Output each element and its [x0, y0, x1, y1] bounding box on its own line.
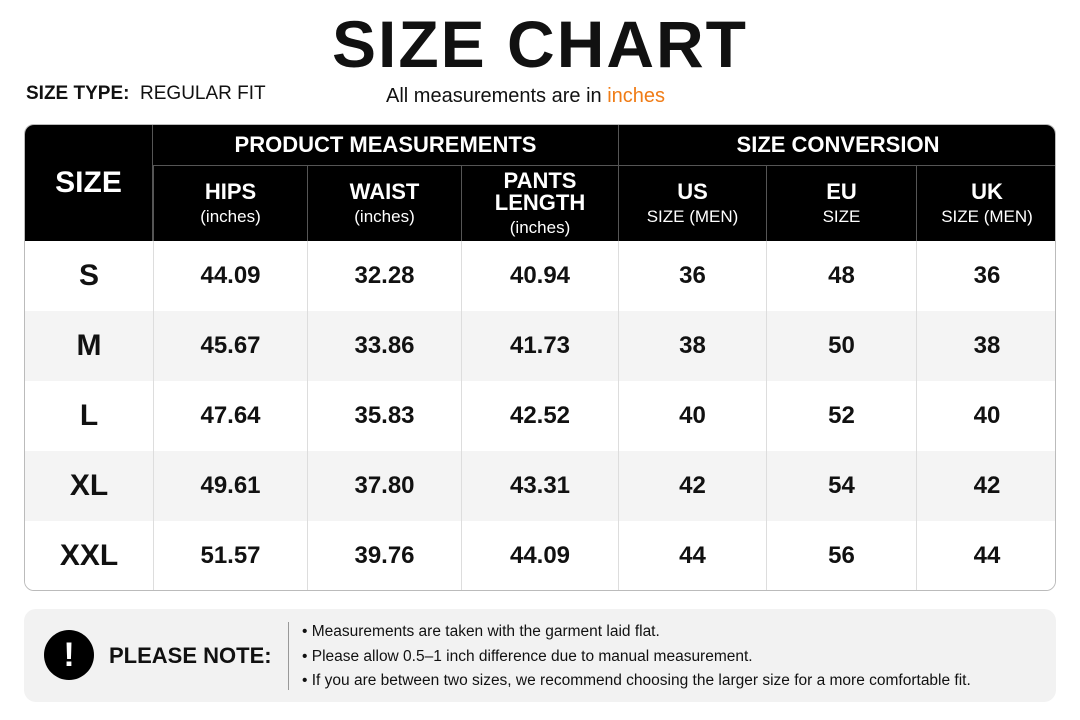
- note-item: • Measurements are taken with the garmen…: [302, 623, 660, 640]
- row-bg: [25, 381, 1055, 451]
- subtitle-text: All measurements are in: [386, 85, 602, 107]
- table-cell: 40.94: [461, 241, 618, 311]
- column-header: US SIZE (MEN): [618, 166, 766, 241]
- group-title: PRODUCT MEASUREMENTS: [234, 132, 537, 157]
- column-title: UK: [971, 178, 1003, 204]
- row-bg: [25, 311, 1055, 381]
- row-bg: [25, 521, 1055, 590]
- table-cell: 41.73: [461, 311, 618, 381]
- table-cell: 38: [618, 311, 766, 381]
- table-cell: 43.31: [461, 451, 618, 521]
- note-icon: !: [44, 630, 94, 680]
- title: SIZE CHART: [332, 7, 748, 81]
- note-box: [24, 609, 1056, 702]
- row-bg: [25, 451, 1055, 521]
- table-cell: 44.09: [153, 241, 307, 311]
- table-cell: 44.09: [461, 521, 618, 590]
- table-cell: 33.86: [307, 311, 461, 381]
- size-table: SIZE PRODUCT MEASUREMENTS SIZE CONVERSION H…: [24, 124, 1056, 591]
- column-title: HIPS: [204, 178, 257, 204]
- size-cell: S: [78, 259, 99, 292]
- table-cell: 44: [618, 521, 766, 590]
- table-cell: 48: [766, 241, 916, 311]
- table-cell: 42: [618, 451, 766, 521]
- note-text: Please allow 0.5–1 inch difference due t…: [311, 647, 753, 665]
- column-sub: (inches): [354, 206, 415, 226]
- size-header: SIZE: [25, 125, 153, 241]
- note-item: • If you are between two sizes, we recom…: [302, 672, 971, 689]
- column-title: WAIST: [349, 178, 420, 204]
- note-text: Measurements are taken with the garment …: [311, 623, 660, 640]
- group-header: SIZE CONVERSION: [618, 125, 1055, 166]
- column-header: PANTS LENGTH (inches): [461, 166, 618, 241]
- table-cell: 39.76: [307, 521, 461, 590]
- column-header: WAIST (inches): [307, 166, 461, 241]
- size-type-value: REGULAR FIT: [140, 83, 266, 104]
- column-title: US: [677, 178, 708, 204]
- table-cell: 42.52: [461, 381, 618, 451]
- group-header: PRODUCT MEASUREMENTS: [153, 125, 618, 166]
- size-cell: M: [76, 329, 102, 362]
- note-item: • Please allow 0.5–1 inch difference due…: [302, 647, 753, 665]
- size-cell: XL: [69, 469, 109, 502]
- row-bg: [25, 241, 1055, 311]
- column-header: UK SIZE (MEN): [916, 166, 1055, 241]
- size-cell: L: [79, 399, 99, 432]
- table-cell: 37.80: [307, 451, 461, 521]
- size-cell: XXL: [59, 539, 119, 572]
- table-cell: 36: [618, 241, 766, 311]
- table-cell: 54: [766, 451, 916, 521]
- table-cell: 35.83: [307, 381, 461, 451]
- table-cell: 47.64: [153, 381, 307, 451]
- column-header: EU SIZE: [766, 166, 916, 241]
- subtitle-unit: inches: [607, 85, 666, 107]
- column-title: PANTS LENGTH: [494, 167, 586, 215]
- note-divider: [288, 622, 289, 690]
- column-sub: SIZE (MEN): [646, 206, 739, 226]
- column-header: HIPS (inches): [153, 166, 307, 241]
- column-sub: (inches): [509, 217, 571, 237]
- table-cell: 32.28: [307, 241, 461, 311]
- column-sub: (inches): [200, 206, 261, 226]
- column-title: EU: [826, 178, 857, 204]
- table-cell: 38: [916, 311, 1055, 381]
- table-cell: 44: [916, 521, 1055, 590]
- table-cell: 45.67: [153, 311, 307, 381]
- group-title: SIZE CONVERSION: [736, 132, 940, 157]
- note-list: • Measurements are taken with the garmen…: [302, 620, 971, 694]
- table-cell: 56: [766, 521, 916, 590]
- table-cell: 40: [618, 381, 766, 451]
- column-sub: SIZE (MEN): [941, 206, 1033, 226]
- table-cell: 49.61: [153, 451, 307, 521]
- note-text: If you are between two sizes, we recomme…: [311, 672, 971, 689]
- size-type: SIZE TYPE: REGULAR FIT: [26, 83, 266, 105]
- table-cell: 51.57: [153, 521, 307, 590]
- table-cell: 40: [916, 381, 1055, 451]
- table-cell: 52: [766, 381, 916, 451]
- table-cell: 42: [916, 451, 1055, 521]
- size-type-label: SIZE TYPE:: [26, 83, 130, 104]
- note-label: PLEASE NOTE:: [109, 643, 272, 668]
- table-cell: 36: [916, 241, 1055, 311]
- table-cell: 50: [766, 311, 916, 381]
- subtitle: All measurements are in inches: [386, 85, 665, 108]
- column-sub: SIZE: [822, 206, 861, 226]
